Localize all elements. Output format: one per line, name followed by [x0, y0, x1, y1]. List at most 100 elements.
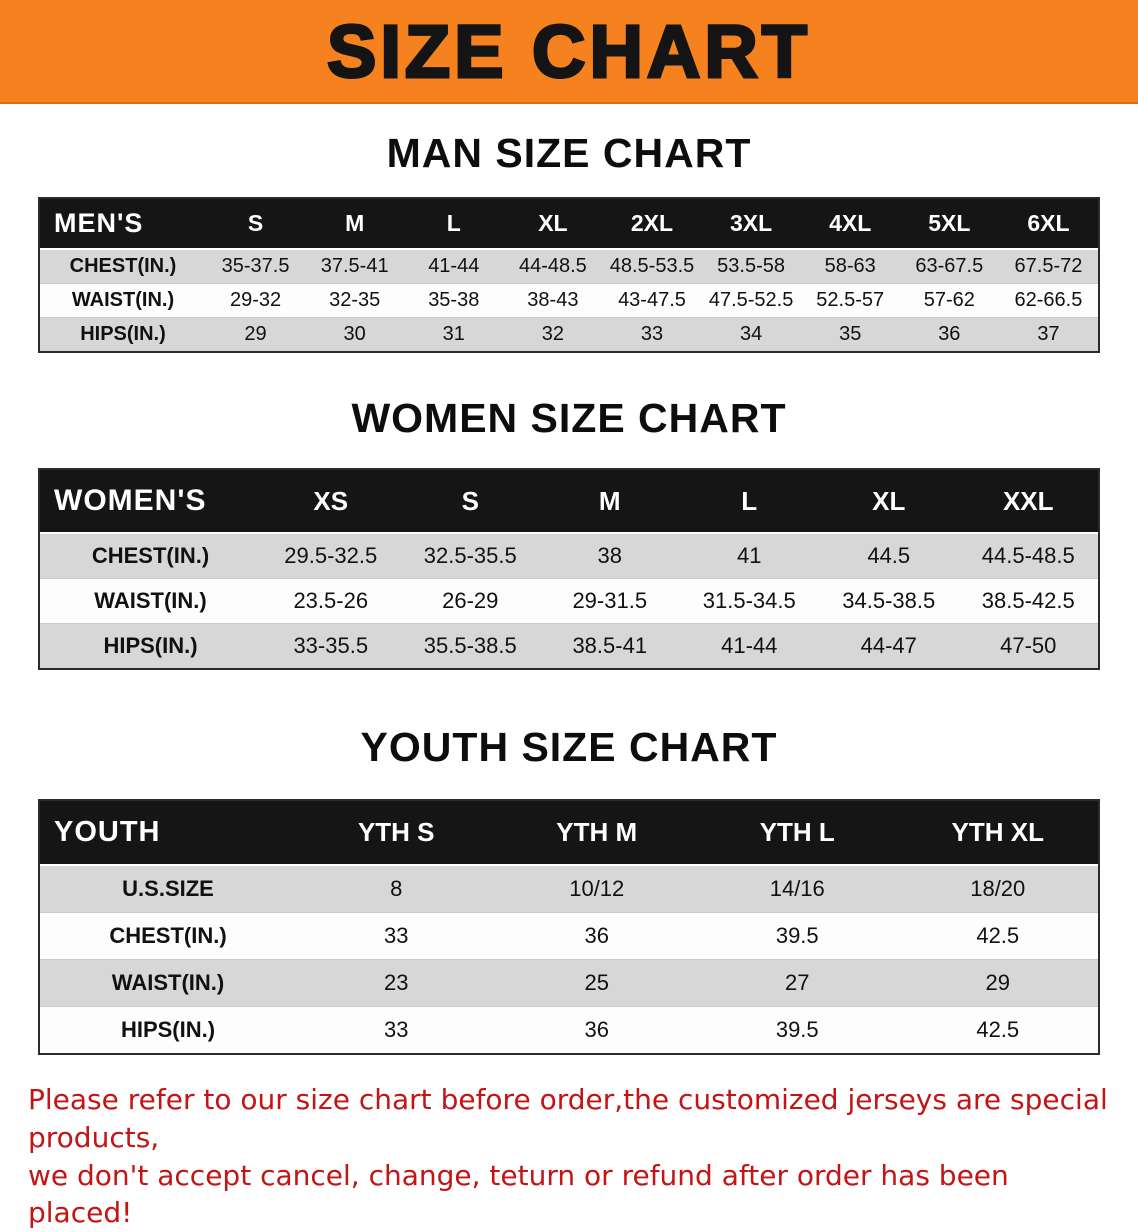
size-column-header: 5XL	[899, 199, 999, 250]
value-cell: 10/12	[496, 864, 697, 913]
table-row: CHEST(IN.) 33 36 39.5 42.5	[40, 912, 1098, 960]
men-size-table: MEN'S S M L XL 2XL 3XL 4XL 5XL 6XL CHEST(IN.) 35-37…	[38, 197, 1100, 353]
row-label-cell: U.S.SIZE	[40, 864, 296, 913]
value-cell: 18/20	[897, 864, 1098, 913]
size-column-header: YTH S	[296, 801, 497, 866]
value-cell: 33	[296, 1006, 497, 1053]
value-cell: 29	[206, 317, 306, 351]
value-cell: 58-63	[800, 248, 900, 284]
row-label-cell: HIPS(IN.)	[40, 317, 206, 351]
table-row: WAIST(IN.) 23 25 27 29	[40, 959, 1098, 1007]
value-cell: 38.5-42.5	[958, 578, 1098, 624]
youth-size-table: YOUTH YTH S YTH M YTH L YTH XL U.S.SIZE 8 10/12…	[38, 799, 1100, 1055]
value-cell: 36	[899, 317, 999, 351]
size-column-header: XL	[503, 199, 603, 250]
value-cell: 30	[305, 317, 405, 351]
value-cell: 25	[496, 959, 697, 1007]
value-cell: 38	[540, 532, 680, 579]
value-cell: 23.5-26	[261, 578, 401, 624]
value-cell: 26-29	[400, 578, 540, 624]
table-row: WAIST(IN.) 23.5-26 26-29 29-31.5 31.5-34.5 34…	[40, 578, 1098, 624]
row-label-cell: CHEST(IN.)	[40, 248, 206, 284]
value-cell: 39.5	[697, 1006, 898, 1053]
man-size-chart-heading: MAN SIZE CHART	[386, 130, 752, 176]
value-cell: 57-62	[899, 283, 999, 318]
value-cell: 32-35	[305, 283, 405, 318]
value-cell: 67.5-72	[998, 248, 1098, 284]
table-title-cell: WOMEN'S	[40, 470, 261, 534]
size-column-header: 6XL	[998, 199, 1098, 250]
disclaimer-line-1: Please refer to our size chart before or…	[28, 1083, 1108, 1154]
value-cell: 63-67.5	[899, 248, 999, 284]
value-cell: 35-37.5	[206, 248, 306, 284]
row-label-cell: HIPS(IN.)	[40, 623, 261, 668]
row-label-cell: WAIST(IN.)	[40, 959, 296, 1007]
size-table: WOMEN'S XS S M L XL XXL CHEST(IN.) 29.5-32.5 32.5…	[40, 470, 1098, 668]
size-column-header: YTH L	[697, 801, 898, 866]
value-cell: 44.5-48.5	[958, 532, 1098, 579]
value-cell: 31.5-34.5	[679, 578, 819, 624]
women-size-table: WOMEN'S XS S M L XL XXL CHEST(IN.) 29.5-32.5 32.5…	[38, 468, 1100, 670]
row-label-cell: HIPS(IN.)	[40, 1006, 296, 1053]
value-cell: 39.5	[697, 912, 898, 960]
value-cell: 53.5-58	[701, 248, 801, 284]
value-cell: 33-35.5	[261, 623, 401, 668]
table-row: HIPS(IN.) 29 30 31 32 33 34 35 36 37	[40, 317, 1098, 351]
table-title-cell: MEN'S	[40, 199, 206, 250]
value-cell: 29	[897, 959, 1098, 1007]
size-column-header: XXL	[958, 470, 1098, 534]
table-row: CHEST(IN.) 35-37.5 37.5-41 41-44 44-48.5 48.5…	[40, 248, 1098, 284]
value-cell: 32.5-35.5	[400, 532, 540, 579]
value-cell: 33	[602, 317, 702, 351]
row-label-cell: CHEST(IN.)	[40, 912, 296, 960]
size-column-header: XS	[261, 470, 401, 534]
value-cell: 36	[496, 1006, 697, 1053]
table-row: U.S.SIZE 8 10/12 14/16 18/20	[40, 864, 1098, 913]
table-row: HIPS(IN.) 33-35.5 35.5-38.5 38.5-41 41-44 44-…	[40, 623, 1098, 668]
size-column-header: YTH XL	[897, 801, 1098, 866]
women-size-chart-heading: WOMEN SIZE CHART	[351, 395, 787, 441]
size-column-header: XL	[819, 470, 959, 534]
value-cell: 36	[496, 912, 697, 960]
value-cell: 31	[404, 317, 504, 351]
value-cell: 29.5-32.5	[261, 532, 401, 579]
value-cell: 47-50	[958, 623, 1098, 668]
size-column-header: 4XL	[800, 199, 900, 250]
value-cell: 42.5	[897, 1006, 1098, 1053]
header-row: YOUTH YTH S YTH M YTH L YTH XL	[40, 801, 1098, 866]
size-column-header: M	[305, 199, 405, 250]
value-cell: 34.5-38.5	[819, 578, 959, 624]
value-cell: 14/16	[697, 864, 898, 913]
size-column-header: S	[400, 470, 540, 534]
value-cell: 44-47	[819, 623, 959, 668]
size-chart-banner: SIZE CHART	[0, 0, 1138, 104]
value-cell: 43-47.5	[602, 283, 702, 318]
value-cell: 37.5-41	[305, 248, 405, 284]
value-cell: 29-31.5	[540, 578, 680, 624]
value-cell: 47.5-52.5	[701, 283, 801, 318]
value-cell: 35.5-38.5	[400, 623, 540, 668]
table-row: HIPS(IN.) 33 36 39.5 42.5	[40, 1006, 1098, 1053]
value-cell: 29-32	[206, 283, 306, 318]
table-row: WAIST(IN.) 29-32 32-35 35-38 38-43 43-47.5 47.…	[40, 283, 1098, 318]
value-cell: 41	[679, 532, 819, 579]
value-cell: 42.5	[897, 912, 1098, 960]
header-row: MEN'S S M L XL 2XL 3XL 4XL 5XL 6XL	[40, 199, 1098, 250]
row-label-cell: WAIST(IN.)	[40, 283, 206, 318]
value-cell: 52.5-57	[800, 283, 900, 318]
table-row: CHEST(IN.) 29.5-32.5 32.5-35.5 38 41 44.5 44.5…	[40, 532, 1098, 579]
value-cell: 38.5-41	[540, 623, 680, 668]
size-column-header: L	[679, 470, 819, 534]
header-row: WOMEN'S XS S M L XL XXL	[40, 470, 1098, 534]
value-cell: 37	[998, 317, 1098, 351]
row-label-cell: CHEST(IN.)	[40, 532, 261, 579]
value-cell: 41-44	[404, 248, 504, 284]
value-cell: 35	[800, 317, 900, 351]
value-cell: 27	[697, 959, 898, 1007]
value-cell: 32	[503, 317, 603, 351]
value-cell: 38-43	[503, 283, 603, 318]
size-column-header: M	[540, 470, 680, 534]
disclaimer-text: Please refer to our size chart before or…	[28, 1081, 1112, 1232]
value-cell: 44.5	[819, 532, 959, 579]
value-cell: 35-38	[404, 283, 504, 318]
